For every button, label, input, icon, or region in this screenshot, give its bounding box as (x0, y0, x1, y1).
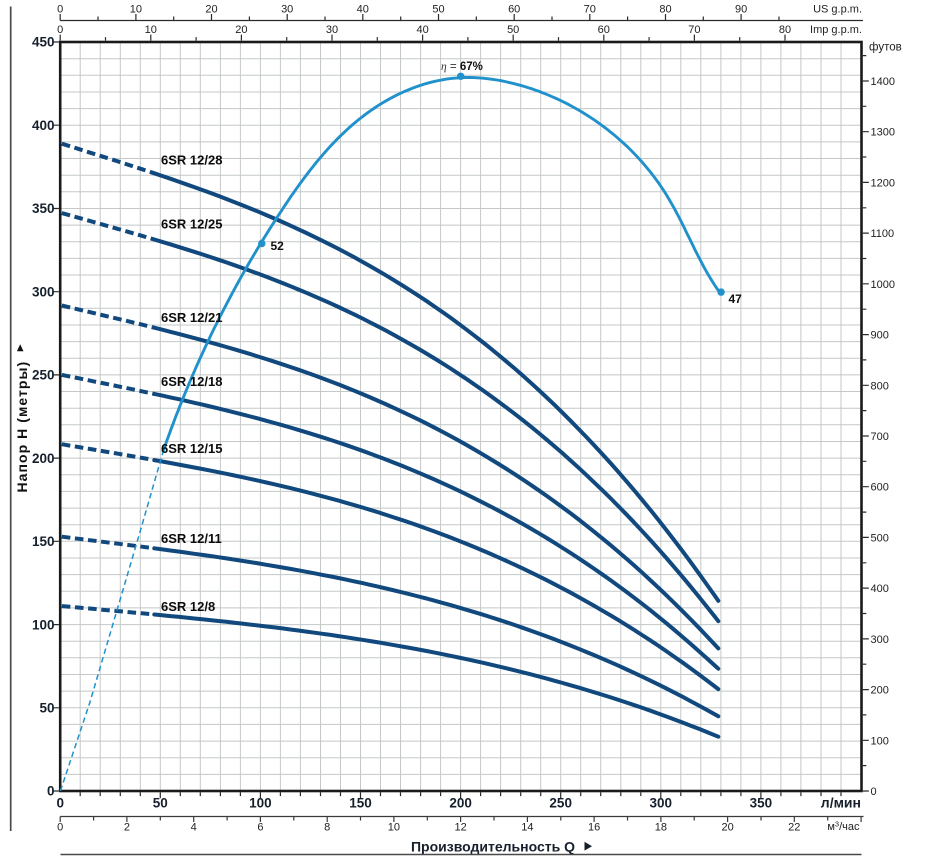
svg-text:1400: 1400 (871, 76, 895, 88)
svg-text:м3/час: м3/час (827, 820, 860, 834)
svg-text:0: 0 (871, 786, 877, 798)
svg-text:200: 200 (871, 685, 889, 697)
svg-text:1300: 1300 (871, 127, 895, 139)
svg-text:47: 47 (729, 292, 743, 306)
svg-text:40: 40 (416, 24, 428, 36)
svg-text:1000: 1000 (871, 279, 895, 291)
svg-text:100: 100 (249, 796, 272, 811)
svg-text:600: 600 (871, 482, 889, 494)
svg-text:20: 20 (721, 822, 733, 834)
svg-text:0: 0 (47, 784, 55, 799)
svg-text:6SR 12/15: 6SR 12/15 (161, 441, 222, 456)
svg-text:60: 60 (598, 24, 610, 36)
svg-text:0: 0 (57, 4, 63, 16)
svg-text:60: 60 (508, 4, 520, 16)
svg-text:30: 30 (281, 4, 293, 16)
svg-text:6SR 12/18: 6SR 12/18 (161, 374, 222, 389)
svg-text:50: 50 (507, 24, 519, 36)
svg-text:20: 20 (235, 24, 247, 36)
svg-text:150: 150 (32, 534, 55, 549)
svg-text:50: 50 (153, 796, 168, 811)
svg-text:6SR 12/8: 6SR 12/8 (161, 599, 215, 614)
svg-text:40: 40 (357, 4, 369, 16)
svg-text:250: 250 (549, 796, 572, 811)
svg-text:50: 50 (432, 4, 444, 16)
svg-text:900: 900 (871, 330, 889, 342)
svg-text:300: 300 (32, 284, 55, 299)
svg-text:400: 400 (871, 583, 889, 595)
svg-text:6SR 12/28: 6SR 12/28 (161, 153, 222, 168)
svg-text:6SR 12/21: 6SR 12/21 (161, 310, 222, 325)
svg-text:80: 80 (659, 4, 671, 16)
svg-text:12: 12 (454, 822, 466, 834)
svg-text:2: 2 (124, 822, 130, 834)
svg-text:η = 67%: η = 67% (441, 61, 483, 73)
svg-text:20: 20 (205, 4, 217, 16)
svg-text:150: 150 (349, 796, 372, 811)
svg-text:80: 80 (779, 24, 791, 36)
svg-text:800: 800 (871, 380, 889, 392)
svg-text:Производительность Q: Производительность Q (411, 839, 575, 855)
svg-text:400: 400 (32, 118, 55, 133)
svg-text:30: 30 (326, 24, 338, 36)
svg-text:18: 18 (655, 822, 667, 834)
svg-text:10: 10 (145, 24, 157, 36)
svg-text:4: 4 (191, 822, 197, 834)
svg-text:52: 52 (271, 239, 285, 253)
svg-text:450: 450 (32, 35, 55, 50)
svg-text:6: 6 (257, 822, 263, 834)
svg-text:100: 100 (871, 735, 889, 747)
svg-text:1100: 1100 (871, 228, 895, 240)
svg-text:700: 700 (871, 431, 889, 443)
svg-text:0: 0 (57, 822, 63, 834)
svg-text:350: 350 (32, 201, 55, 216)
svg-text:6SR 12/25: 6SR 12/25 (161, 217, 222, 232)
svg-text:200: 200 (32, 451, 55, 466)
svg-text:70: 70 (584, 4, 596, 16)
svg-text:500: 500 (871, 532, 889, 544)
svg-text:Напор H (метры): Напор H (метры) (14, 361, 30, 493)
svg-text:16: 16 (588, 822, 600, 834)
svg-text:50: 50 (39, 701, 54, 716)
svg-text:л/мин: л/мин (821, 795, 861, 811)
svg-text:22: 22 (788, 822, 800, 834)
svg-text:14: 14 (521, 822, 533, 834)
svg-text:10: 10 (130, 4, 142, 16)
svg-text:8: 8 (324, 822, 330, 834)
svg-text:70: 70 (688, 24, 700, 36)
svg-text:200: 200 (449, 796, 472, 811)
svg-text:100: 100 (32, 617, 55, 632)
svg-text:US g.p.m.: US g.p.m. (813, 4, 862, 16)
svg-text:Imp g.p.m.: Imp g.p.m. (810, 24, 862, 36)
svg-text:350: 350 (750, 796, 773, 811)
svg-text:10: 10 (388, 822, 400, 834)
svg-text:футов: футов (869, 42, 902, 54)
svg-text:0: 0 (56, 796, 64, 811)
svg-text:300: 300 (871, 634, 889, 646)
svg-text:1200: 1200 (871, 177, 895, 189)
svg-text:300: 300 (650, 796, 673, 811)
svg-text:250: 250 (32, 368, 55, 383)
svg-text:0: 0 (57, 24, 63, 36)
svg-text:6SR 12/11: 6SR 12/11 (161, 531, 222, 546)
svg-text:90: 90 (735, 4, 747, 16)
